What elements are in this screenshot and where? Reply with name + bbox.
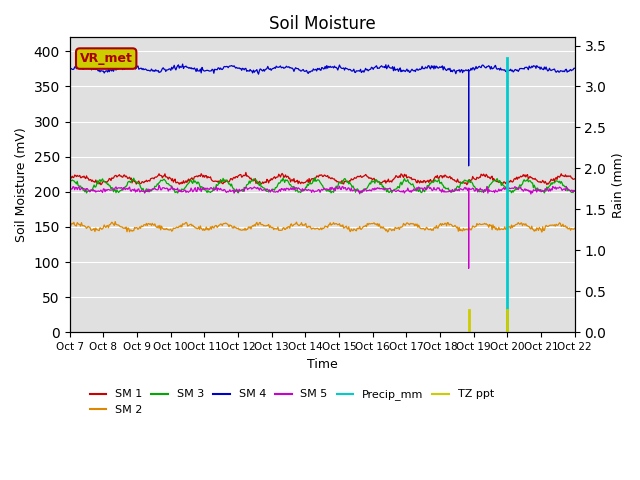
SM 1 bbox=[404, 174, 412, 180]
SM 2 bbox=[295, 223, 303, 228]
Line: SM 5: SM 5 bbox=[70, 185, 575, 268]
SM 2 bbox=[571, 225, 579, 231]
SM 2 bbox=[538, 229, 546, 235]
SM 4 bbox=[557, 68, 564, 73]
SM 2 bbox=[156, 222, 164, 228]
SM 3 bbox=[196, 185, 204, 191]
SM 3 bbox=[448, 189, 456, 195]
SM 3 bbox=[66, 179, 74, 184]
SM 5 bbox=[557, 185, 564, 191]
SM 1 bbox=[156, 173, 164, 179]
SM 5 bbox=[155, 182, 163, 188]
SM 4 bbox=[452, 71, 460, 76]
SM 4 bbox=[209, 67, 217, 72]
Line: SM 3: SM 3 bbox=[70, 178, 575, 193]
SM 2 bbox=[364, 222, 372, 228]
SM 3 bbox=[311, 175, 319, 181]
Legend: SM 1, SM 2, SM 3, SM 4, SM 5, Precip_mm, TZ ppt: SM 1, SM 2, SM 3, SM 4, SM 5, Precip_mm,… bbox=[85, 385, 499, 420]
SM 4 bbox=[74, 63, 81, 69]
SM 3 bbox=[365, 181, 373, 187]
SM 3 bbox=[404, 180, 412, 185]
SM 4 bbox=[179, 61, 186, 67]
SM 1 bbox=[196, 174, 204, 180]
SM 4 bbox=[541, 66, 549, 72]
SM 5 bbox=[348, 185, 355, 191]
SM 3 bbox=[155, 180, 163, 185]
SM 1 bbox=[571, 176, 579, 181]
Title: Soil Moisture: Soil Moisture bbox=[269, 15, 376, 33]
SM 3 bbox=[295, 189, 303, 195]
SM 3 bbox=[571, 188, 579, 194]
SM 1 bbox=[242, 169, 250, 175]
SM 5 bbox=[209, 186, 217, 192]
SM 4 bbox=[571, 65, 579, 71]
SM 2 bbox=[111, 219, 119, 225]
SM 2 bbox=[447, 221, 454, 227]
SM 4 bbox=[66, 63, 74, 69]
SM 2 bbox=[66, 222, 74, 228]
SM 5 bbox=[571, 188, 579, 194]
Line: SM 2: SM 2 bbox=[70, 222, 575, 232]
SM 1 bbox=[448, 175, 456, 180]
SM 5 bbox=[541, 186, 549, 192]
SM 5 bbox=[465, 265, 472, 271]
SM 3 bbox=[173, 190, 181, 196]
Y-axis label: Rain (mm): Rain (mm) bbox=[612, 152, 625, 217]
SM 4 bbox=[348, 68, 355, 73]
SM 1 bbox=[365, 176, 373, 181]
Y-axis label: Soil Moisture (mV): Soil Moisture (mV) bbox=[15, 127, 28, 242]
SM 5 bbox=[452, 186, 460, 192]
SM 1 bbox=[97, 182, 105, 188]
SM 1 bbox=[296, 180, 304, 185]
Line: SM 4: SM 4 bbox=[70, 64, 575, 166]
SM 2 bbox=[196, 223, 204, 229]
SM 5 bbox=[66, 187, 74, 192]
SM 4 bbox=[465, 163, 472, 168]
Line: SM 1: SM 1 bbox=[70, 172, 575, 185]
SM 2 bbox=[404, 220, 412, 226]
Text: VR_met: VR_met bbox=[80, 52, 132, 65]
SM 5 bbox=[74, 187, 81, 192]
SM 1 bbox=[66, 176, 74, 181]
X-axis label: Time: Time bbox=[307, 358, 337, 371]
